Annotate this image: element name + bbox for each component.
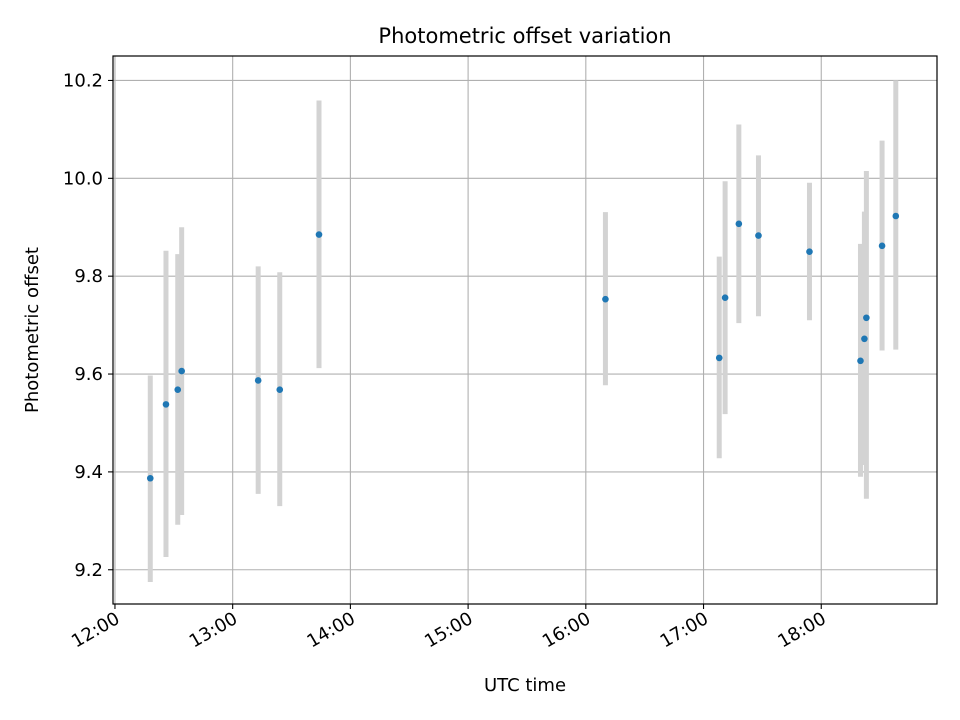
data-point [276,386,284,393]
x-tick-label: 14:00 [303,608,358,652]
data-point [162,401,170,408]
data-point [146,474,154,482]
data-point [755,232,762,239]
x-tick-label: 13:00 [186,608,241,652]
y-tick-label: 9.4 [74,462,103,483]
data-point [878,242,886,250]
y-axis-label: Photometric offset [22,247,43,413]
data-point [857,357,864,365]
data-point [254,377,262,384]
grid [113,56,937,604]
y-tick-label: 9.6 [74,364,103,385]
plot-frame [112,55,938,605]
data-point [806,248,813,256]
y-tick-label: 9.2 [74,560,103,581]
x-tick-label: 17:00 [657,608,712,652]
data-point [715,354,723,362]
data-point [602,295,609,303]
y-tick-label: 10.2 [63,70,103,91]
y-tick-label: 9.8 [74,266,103,287]
data-point [178,367,185,375]
x-tick-label: 16:00 [539,608,594,652]
data-points [146,212,900,482]
x-tick-label: 12:00 [68,608,123,652]
data-point [315,231,323,238]
x-tick-label: 18:00 [774,608,829,652]
data-point [174,386,182,393]
data-point [892,212,900,220]
data-point [735,220,743,228]
data-point [863,314,870,322]
chart-title: Photometric offset variation [378,24,671,48]
y-tick-label: 10.0 [63,168,103,189]
error-bars [147,80,899,582]
data-point [861,335,868,343]
data-point [721,294,729,302]
x-axis-label: UTC time [484,675,566,696]
x-tick-label: 15:00 [421,608,476,652]
